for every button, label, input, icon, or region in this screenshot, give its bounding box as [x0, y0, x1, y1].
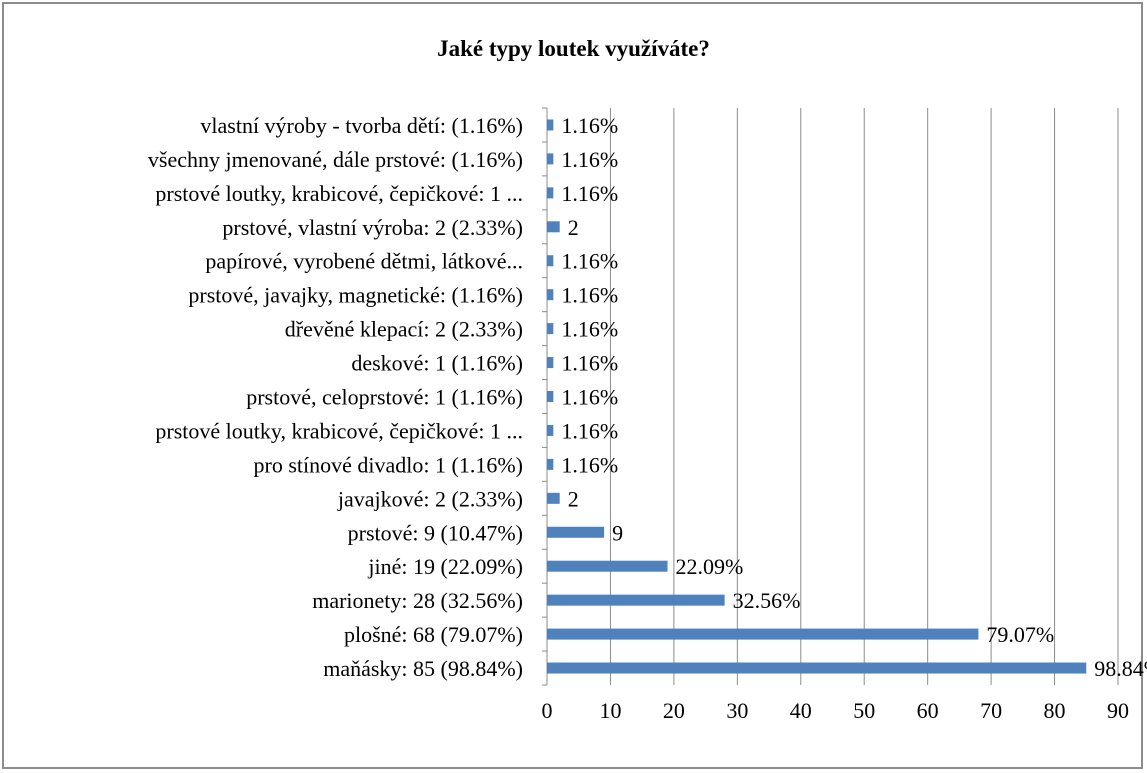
- data-label: 1.16%: [561, 351, 618, 376]
- category-label: marionety: 28 (32.56%): [312, 588, 523, 613]
- bar: [547, 255, 554, 267]
- category-label: dřevěné klepací: 2 (2.33%): [285, 317, 523, 342]
- category-label: prstové, celoprstové: 1 (1.16%): [246, 385, 523, 410]
- axes: [542, 107, 548, 686]
- bars: [547, 119, 1087, 674]
- bar: [547, 289, 554, 301]
- category-label: vlastní výroby - tvorba dětí: (1.16%): [200, 113, 523, 138]
- data-label: 1.16%: [561, 283, 618, 308]
- bar: [547, 662, 1087, 674]
- data-label: 1.16%: [561, 181, 618, 206]
- x-tick-label: 80: [1044, 698, 1066, 723]
- category-label: všechny jmenované, dále prstové: (1.16%): [148, 147, 523, 172]
- bar: [547, 119, 554, 131]
- bar: [547, 221, 560, 233]
- x-tick-label: 90: [1107, 698, 1129, 723]
- category-label: deskové: 1 (1.16%): [351, 351, 523, 376]
- data-label: 32.56%: [733, 588, 801, 613]
- category-label: pro stínové divadlo: 1 (1.16%): [254, 452, 523, 477]
- x-tick-labels: 0 10 20 30 40 50 60 70 80 90: [542, 698, 1130, 723]
- data-label: 1.16%: [561, 113, 618, 138]
- data-labels: 1.16% 1.16% 1.16% 2 1.16% 1.16% 1.16% 1.16% 1.16…: [561, 113, 1147, 681]
- bar: [547, 187, 554, 199]
- category-label: maňásky: 85 (98.84%): [323, 656, 523, 681]
- category-label: prstové loutky, krabicové, čepičkové: 1 …: [155, 181, 523, 206]
- chart-title: Jaké typy loutek využíváte?: [437, 36, 710, 61]
- data-label: 1.16%: [561, 249, 618, 274]
- bar: [547, 628, 979, 640]
- bar: [547, 357, 554, 369]
- x-tick-label: 0: [542, 698, 553, 723]
- category-label: prstové, javajky, magnetické: (1.16%): [188, 283, 523, 308]
- category-label: papírové, vyrobené dětmi, látkové...: [205, 249, 523, 274]
- data-label: 1.16%: [561, 452, 618, 477]
- data-label: 1.16%: [561, 385, 618, 410]
- bar: [547, 594, 725, 606]
- category-label: prstové: 9 (10.47%): [348, 520, 523, 545]
- x-tick-label: 70: [980, 698, 1002, 723]
- category-label: prstové loutky, krabicové, čepičkové: 1 …: [155, 418, 523, 443]
- data-label: 9: [612, 520, 623, 545]
- category-label: jiné: 19 (22.09%): [367, 554, 523, 579]
- bar: [547, 424, 554, 436]
- bar: [547, 458, 554, 470]
- data-label: 1.16%: [561, 418, 618, 443]
- x-tick-label: 50: [853, 698, 875, 723]
- x-tick-label: 40: [790, 698, 812, 723]
- data-label: 98.84%: [1094, 656, 1147, 681]
- gridlines: [609, 108, 1119, 685]
- data-label: 1.16%: [561, 317, 618, 342]
- data-label: 2: [568, 215, 579, 240]
- data-label: 2: [568, 486, 579, 511]
- x-tick-label: 20: [663, 698, 685, 723]
- bar: [547, 560, 668, 572]
- x-tick-label: 60: [917, 698, 939, 723]
- category-label: prstové, vlastní výroba: 2 (2.33%): [222, 215, 523, 240]
- bar: [547, 492, 560, 504]
- data-label: 22.09%: [676, 554, 744, 579]
- category-label: plošné: 68 (79.07%): [344, 622, 523, 647]
- category-labels: vlastní výroby - tvorba dětí: (1.16%) vše…: [148, 113, 523, 681]
- x-tick-label: 30: [726, 698, 748, 723]
- bar: [547, 526, 605, 538]
- data-label: 79.07%: [986, 622, 1054, 647]
- data-label: 1.16%: [561, 147, 618, 172]
- x-tick-label: 10: [599, 698, 621, 723]
- category-label: javajkové: 2 (2.33%): [337, 486, 523, 511]
- bar: [547, 391, 554, 402]
- bar: [547, 323, 554, 335]
- bar: [547, 153, 554, 165]
